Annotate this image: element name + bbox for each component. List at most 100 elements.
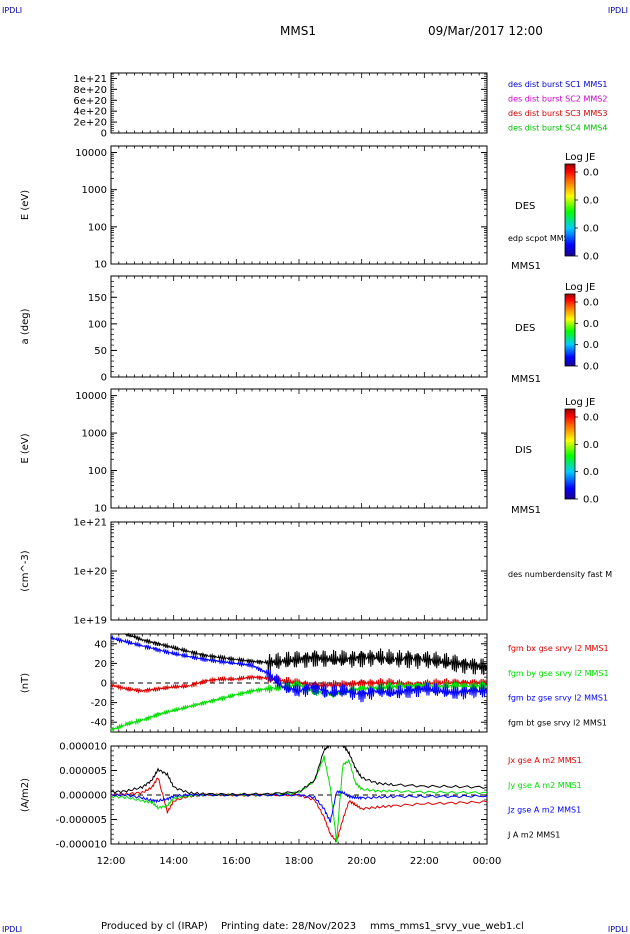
panel-frame	[110, 275, 488, 378]
des-pitch-panel: 150 100 50 0 a (deg) DES MMS1 Log JE 0.0 0.0 0.0 0.…	[20, 275, 599, 385]
series-line-1	[110, 777, 488, 843]
series-line-4	[110, 745, 488, 797]
legend-entry: fgm by gse srvy l2 MMS1	[508, 669, 609, 678]
series-line-4	[111, 632, 488, 675]
y-tick-label: 1e+20	[73, 567, 107, 578]
y-tick-label: 1000	[82, 185, 107, 196]
y-tick-label: -20	[91, 698, 107, 709]
corner-label-top-left: IPDLI	[2, 6, 22, 15]
colorbar-tick-label: 0.0	[583, 495, 599, 506]
legend-entry: des dist burst SC4 MMS4	[508, 124, 607, 133]
colorbar-title: Log JE	[565, 282, 595, 293]
des-energy-panel: 10000 1000 100 10 E (eV) DES edp scpot MMS1 MMS…	[20, 145, 599, 272]
y-axis-label: E (eV)	[20, 190, 31, 220]
y-tick-label: 100	[88, 319, 107, 330]
y-axis-label: (A/m2)	[20, 778, 31, 812]
y-tick-label: -0.000005	[56, 815, 107, 826]
colorbar	[564, 293, 576, 367]
x-tick-label: 22:00	[410, 856, 439, 867]
legend-entry: des dist burst SC2 MMS2	[508, 95, 607, 104]
y-tick-label: 1000	[82, 429, 107, 440]
colorbar-tick-label: 0.0	[583, 440, 599, 451]
y-tick-label: 1e+19	[73, 616, 107, 627]
colorbar-tick-label: 0.0	[583, 298, 599, 309]
x-tick-label: 14:00	[159, 856, 188, 867]
colorbar-title: Log JE	[565, 152, 595, 163]
colorbar	[564, 163, 576, 257]
y-tick-label: -40	[91, 718, 107, 729]
instrument-label: DES	[515, 323, 535, 334]
y-tick-label: 0.000010	[59, 742, 107, 753]
panel-frame	[110, 521, 488, 621]
x-tick-label: 16:00	[222, 856, 251, 867]
colorbar-tick-label: 0.0	[583, 467, 599, 478]
colorbar-tick-label: 0.0	[583, 224, 599, 235]
x-tick-label: 00:00	[473, 856, 502, 867]
legend-entry: des dist burst SC1 MMS1	[508, 80, 607, 89]
y-tick-label: 8e+20	[73, 85, 107, 96]
colorbar-title: Log JE	[565, 397, 595, 408]
legend-entry: J A m2 MMS1	[507, 830, 560, 839]
y-tick-label: 10000	[75, 148, 107, 159]
date-title: 09/Mar/2017 12:00	[428, 24, 543, 38]
y-tick-label: 50	[94, 346, 107, 357]
y-tick-label: 100	[88, 222, 107, 233]
corner-label-bottom-left: IPDLI	[2, 925, 22, 934]
y-tick-label: 2e+20	[73, 118, 107, 129]
footer-produced-by: Produced by cl (IRAP)	[101, 921, 208, 932]
footer-printing-date: Printing date: 28/Nov/2023	[221, 921, 356, 932]
y-tick-label: 0.000000	[59, 791, 107, 802]
corner-label-bottom-right: IPDLI	[608, 925, 628, 934]
y-tick-label: 0	[101, 679, 107, 690]
colorbar	[564, 408, 576, 500]
x-tick-label: 12:00	[97, 856, 126, 867]
y-tick-label: 10000	[75, 391, 107, 402]
colorbar-tick-label: 0.0	[583, 362, 599, 373]
legend-entry: fgm bx gse srvy l2 MMS1	[508, 644, 609, 653]
panel-frame	[110, 388, 488, 509]
y-tick-label: 0	[101, 373, 107, 384]
y-axis-label: (nT)	[20, 673, 31, 693]
overlay-label: edp scpot MMS1	[508, 234, 574, 243]
colorbar-tick-label: 0.0	[583, 340, 599, 351]
y-tick-label: 0.000005	[59, 766, 107, 777]
legend-entry: des dist burst SC3 MMS3	[508, 109, 607, 118]
time-axis: 12:00 14:00 16:00 18:00 20:00 22:00 00:00	[97, 856, 502, 867]
legend-entry: Jx gse A m2 MMS1	[507, 756, 582, 765]
y-axis-label: (cm^-3)	[20, 550, 31, 591]
y-tick-label: 10	[94, 504, 107, 515]
y-tick-label: 100	[88, 466, 107, 477]
spacecraft-label: MMS1	[511, 261, 541, 272]
y-tick-label: 4e+20	[73, 107, 107, 118]
colorbar-tick-label: 0.0	[583, 168, 599, 179]
y-tick-label: 20	[94, 659, 107, 670]
x-tick-label: 18:00	[285, 856, 314, 867]
colorbar-tick-label: 0.0	[583, 319, 599, 330]
legend-entry: des numberdensity fast M	[508, 570, 612, 579]
x-tick-label: 20:00	[347, 856, 376, 867]
spacecraft-title: MMS1	[280, 24, 316, 38]
y-tick-label: 1e+21	[73, 74, 107, 85]
number-density-panel: 1e+21 1e+20 1e+19 (cm^-3) des numberdensity …	[20, 518, 612, 627]
panel-frame	[110, 72, 488, 134]
legend-entry: Jz gse A m2 MMS1	[507, 806, 581, 815]
colorbar-tick-label: 0.0	[583, 413, 599, 424]
footer-filename: mms_mms1_srvy_vue_web1.cl	[370, 921, 524, 932]
y-axis-label: E (eV)	[20, 433, 31, 463]
y-axis-label: a (deg)	[20, 308, 31, 344]
series-line-3	[110, 634, 488, 703]
y-tick-label: 0	[101, 129, 107, 140]
corner-label-top-right: IPDLI	[608, 6, 628, 15]
instrument-label: DIS	[515, 445, 532, 456]
panel-frame	[110, 145, 488, 265]
series-line-3	[110, 789, 488, 823]
legend-entry: fgm bt gse srvy l2 MMS1	[508, 718, 607, 727]
legend-entry: fgm bz gse srvy l2 MMS1	[508, 694, 608, 703]
spacecraft-label: MMS1	[511, 505, 541, 516]
spacecraft-label: MMS1	[511, 374, 541, 385]
instrument-label: DES	[515, 201, 535, 212]
y-tick-label: 6e+20	[73, 96, 107, 107]
